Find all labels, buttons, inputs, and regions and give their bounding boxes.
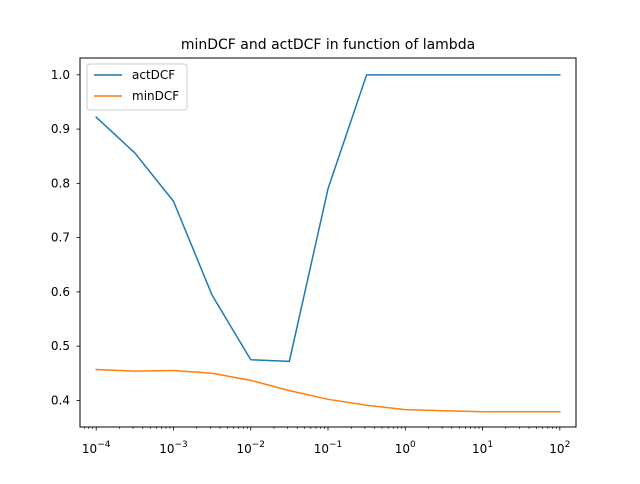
y-tick-label: 0.5: [51, 339, 70, 353]
chart-title: minDCF and actDCF in function of lambda: [181, 37, 475, 53]
y-tick-label: 0.7: [51, 231, 70, 245]
y-tick-label: 0.8: [51, 176, 70, 190]
y-tick-label: 0.4: [51, 393, 70, 407]
legend-label-actDCF: actDCF: [132, 68, 175, 82]
legend: actDCF minDCF: [87, 64, 187, 110]
y-tick-label: 1.0: [51, 68, 70, 82]
legend-label-minDCF: minDCF: [132, 89, 179, 103]
y-tick-label: 0.6: [51, 285, 70, 299]
y-tick-label: 0.9: [51, 122, 70, 136]
